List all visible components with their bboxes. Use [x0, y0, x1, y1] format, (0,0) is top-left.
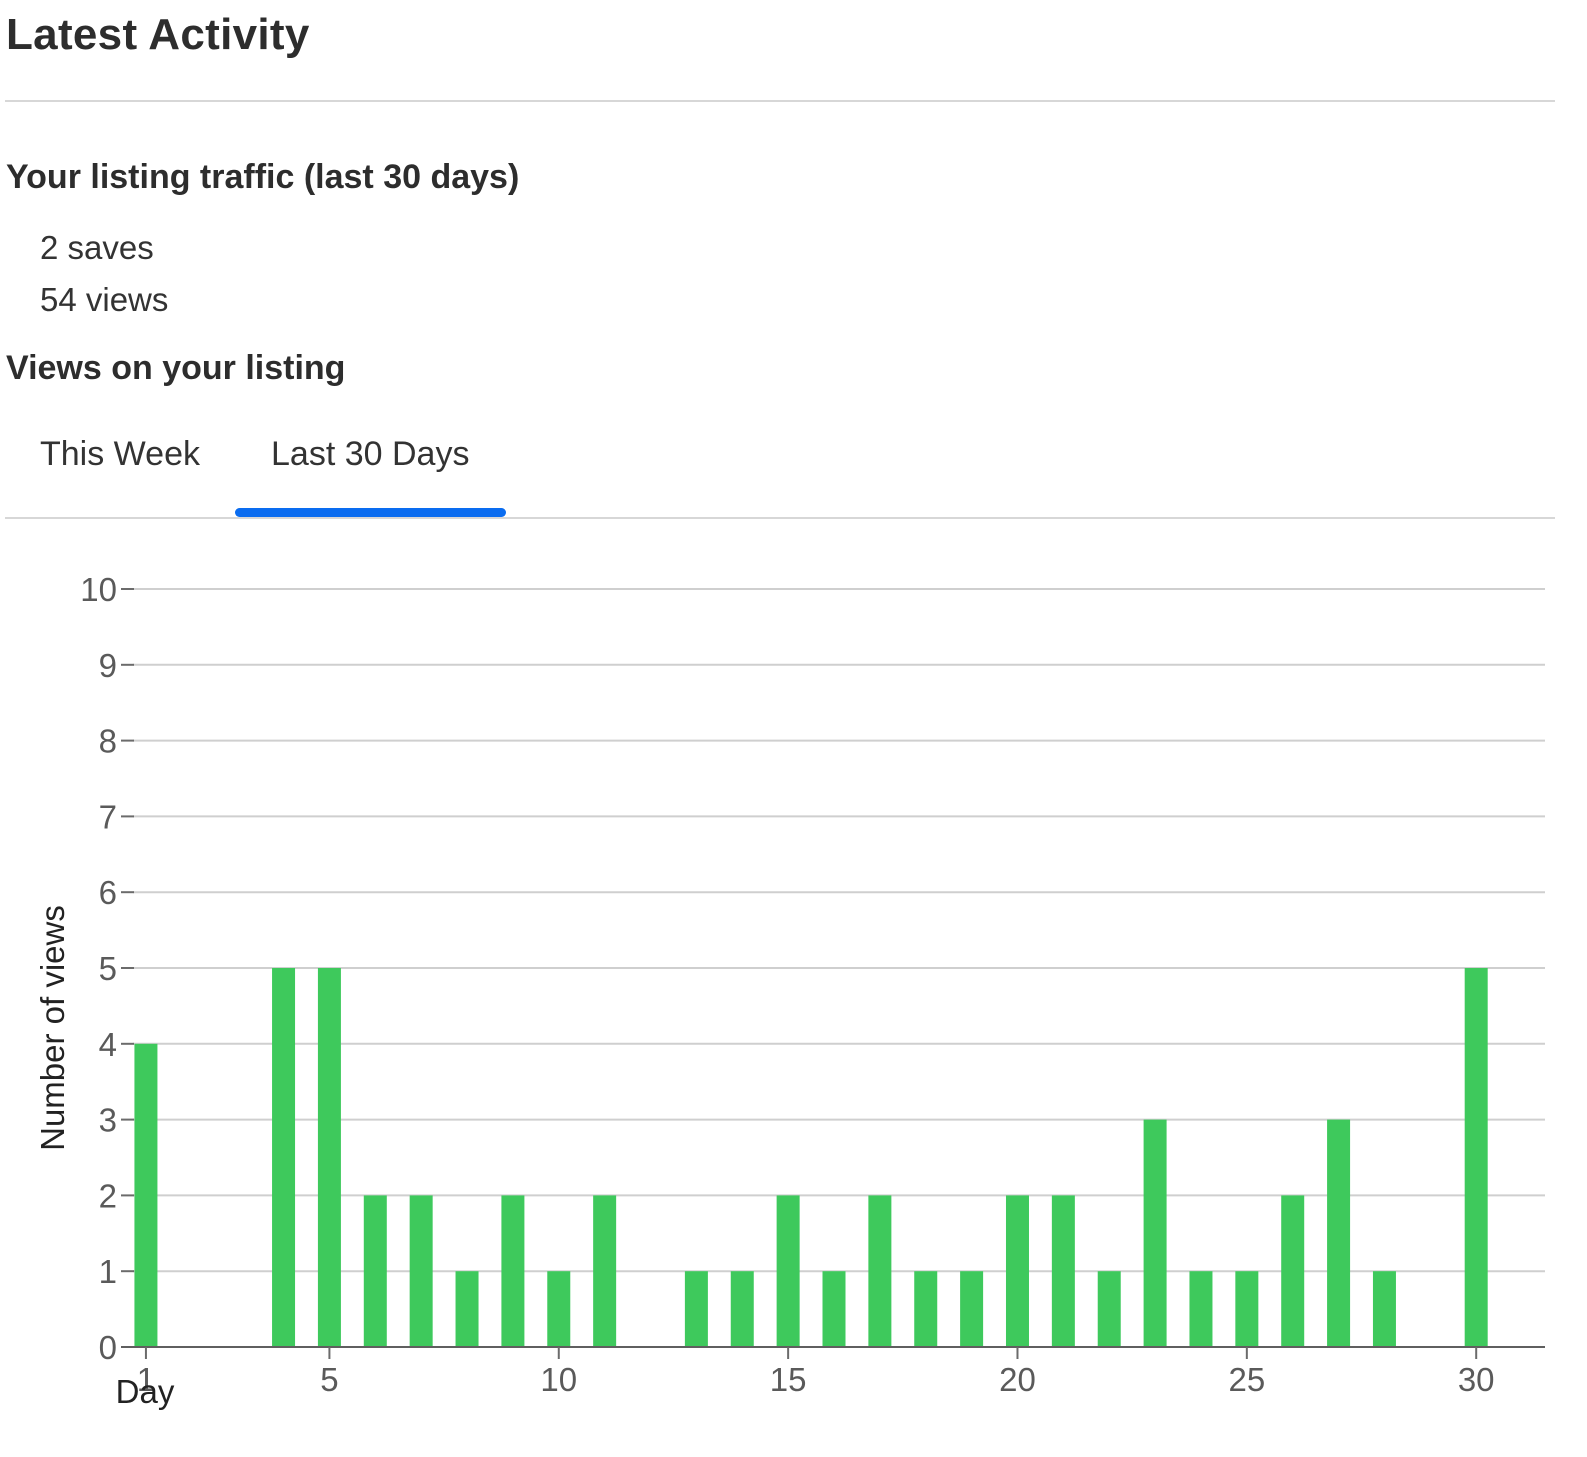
y-tick-label: 0	[99, 1329, 117, 1366]
tab-last-30-days[interactable]: Last 30 Days	[271, 435, 470, 473]
bar	[1372, 1271, 1396, 1347]
bar	[1464, 968, 1488, 1347]
views-section-title: Views on your listing	[6, 349, 346, 387]
y-tick-label: 4	[99, 1026, 117, 1063]
bar	[914, 1271, 938, 1347]
bar	[1327, 1119, 1351, 1347]
x-tick-label: 1	[137, 1361, 155, 1398]
y-tick-label: 3	[99, 1102, 117, 1139]
bar	[134, 1043, 158, 1347]
traffic-section-title: Your listing traffic (last 30 days)	[6, 158, 520, 196]
y-axis-title: Number of views	[34, 905, 71, 1151]
y-tick-label: 7	[99, 798, 117, 835]
bar	[684, 1271, 708, 1347]
bar	[960, 1271, 984, 1347]
bar	[1235, 1271, 1259, 1347]
x-tick-label: 5	[320, 1361, 338, 1398]
period-tabs: This Week Last 30 Days	[0, 415, 1587, 519]
bar	[363, 1195, 387, 1347]
views-chart: 0 1 2 3 4 5 6 7 8 9 10 1 5 10 15 20 25 30 Day Number of vie…	[0, 530, 1587, 1430]
x-tick-label: 10	[540, 1361, 577, 1398]
bar	[1281, 1195, 1305, 1347]
bar	[776, 1195, 800, 1347]
y-tick-label: 9	[99, 647, 117, 684]
tabs-divider	[5, 517, 1555, 519]
bar	[501, 1195, 525, 1347]
bar	[1189, 1271, 1213, 1347]
y-tick-label: 10	[80, 571, 117, 608]
bar	[1143, 1119, 1167, 1347]
bar	[593, 1195, 617, 1347]
y-tick-label: 5	[99, 950, 117, 987]
bar	[1051, 1195, 1075, 1347]
active-tab-indicator	[235, 508, 506, 517]
page-title: Latest Activity	[6, 10, 310, 59]
y-tick-label: 8	[99, 723, 117, 760]
x-tick-label: 20	[999, 1361, 1036, 1398]
bar	[1097, 1271, 1121, 1347]
y-tick-label: 2	[99, 1177, 117, 1214]
x-tick-label: 30	[1458, 1361, 1495, 1398]
bar	[272, 968, 296, 1347]
y-tick-label: 1	[99, 1253, 117, 1290]
bar	[455, 1271, 479, 1347]
y-tick-label: 6	[99, 874, 117, 911]
bar	[409, 1195, 433, 1347]
bar	[1005, 1195, 1029, 1347]
bar	[547, 1271, 571, 1347]
saves-count: 2 saves	[40, 229, 154, 266]
bar	[317, 968, 341, 1347]
x-tick-label: 25	[1228, 1361, 1265, 1398]
x-axis-title: Day	[116, 1373, 175, 1410]
bar	[822, 1271, 846, 1347]
bar	[730, 1271, 754, 1347]
x-tick-label: 15	[770, 1361, 807, 1398]
views-count: 54 views	[40, 281, 169, 318]
header-divider	[5, 100, 1555, 102]
tab-this-week[interactable]: This Week	[40, 435, 200, 473]
bar	[868, 1195, 892, 1347]
